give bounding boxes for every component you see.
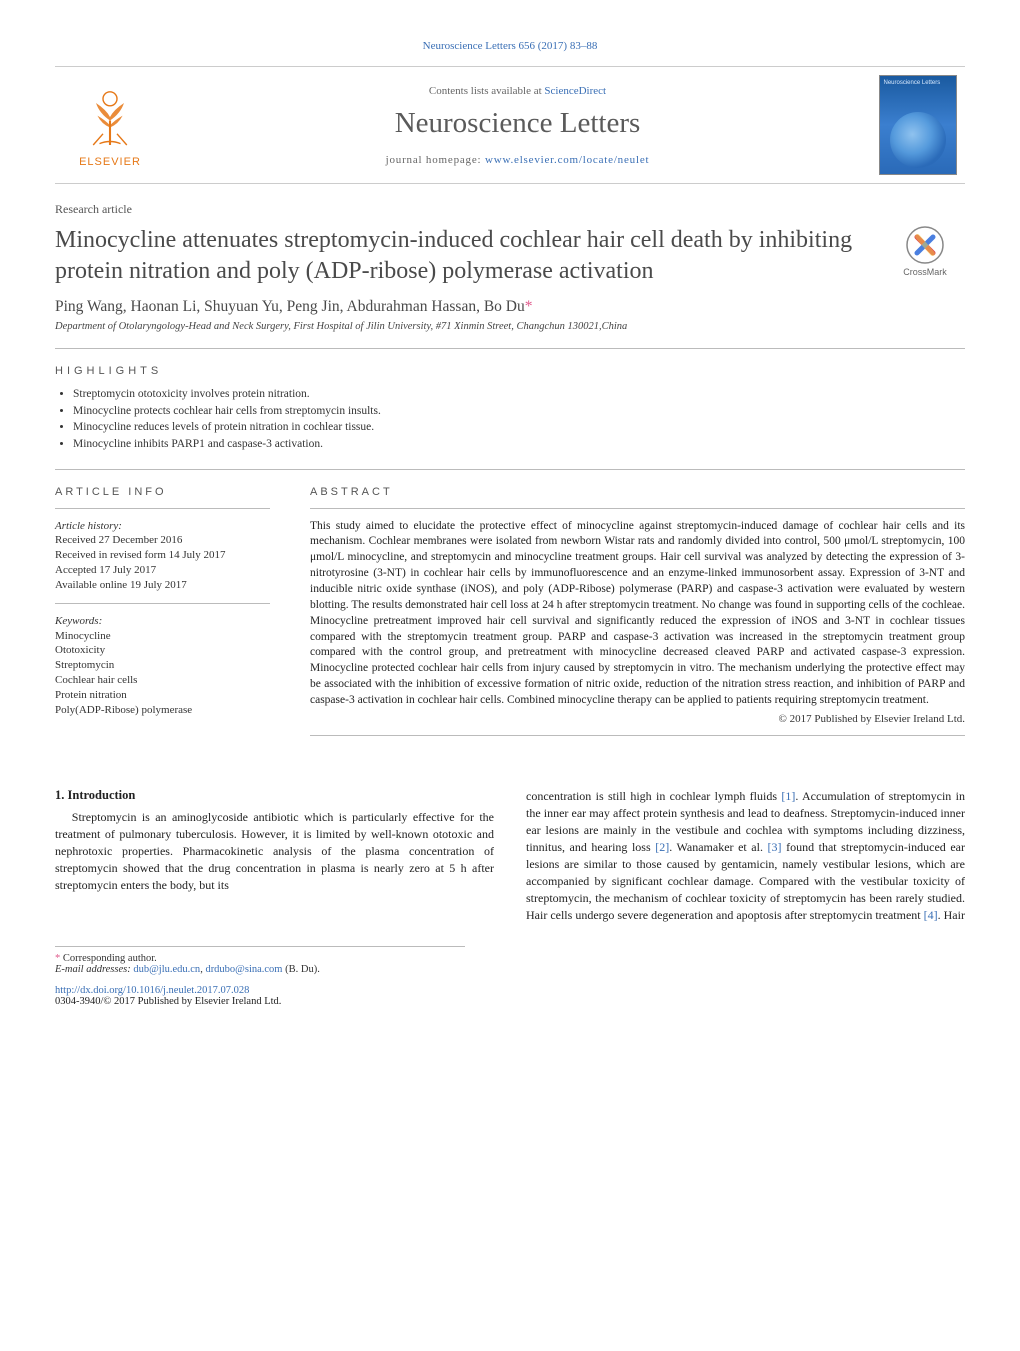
article-title: Minocycline attenuates streptomycin-indu… <box>55 225 867 286</box>
highlights-heading: highlights <box>55 365 965 377</box>
cover-thumb-art <box>890 112 946 168</box>
highlight-item: Minocycline reduces levels of protein ni… <box>73 420 965 436</box>
keyword: Poly(ADP-Ribose) polymerase <box>55 704 192 716</box>
sciencedirect-link[interactable]: ScienceDirect <box>544 85 606 97</box>
email-label: E-mail addresses: <box>55 964 131 975</box>
highlights-list: Streptomycin ototoxicity involves protei… <box>55 387 965 452</box>
history-revised: Received in revised form 14 July 2017 <box>55 549 225 561</box>
highlights-section: highlights Streptomycin ototoxicity invo… <box>55 365 965 452</box>
history-online: Available online 19 July 2017 <box>55 579 187 591</box>
article-info-column: article info Article history: Received 2… <box>55 486 270 746</box>
keywords-block: Keywords: Minocycline Ototoxicity Strept… <box>55 614 270 718</box>
history-accepted: Accepted 17 July 2017 <box>55 564 156 576</box>
article-info-heading: article info <box>55 486 270 498</box>
divider <box>55 469 965 470</box>
journal-homepage-line: journal homepage: www.elsevier.com/locat… <box>386 154 650 166</box>
affiliation: Department of Otolaryngology-Head and Ne… <box>55 321 965 332</box>
corresponding-author-marker: * <box>525 298 533 315</box>
divider <box>55 508 270 509</box>
masthead-center: Contents lists available at ScienceDirec… <box>165 67 870 183</box>
authors-text: Ping Wang, Haonan Li, Shuyuan Yu, Peng J… <box>55 298 525 315</box>
article-body: 1. Introduction Streptomycin is an amino… <box>55 788 965 924</box>
highlight-item: Streptomycin ototoxicity involves protei… <box>73 387 965 403</box>
abstract-heading: abstract <box>310 486 965 498</box>
journal-homepage-link[interactable]: www.elsevier.com/locate/neulet <box>485 154 649 166</box>
intro-text: . Hair <box>938 908 965 922</box>
publisher-block: ELSEVIER <box>55 67 165 183</box>
citation-link[interactable]: [4] <box>924 908 938 922</box>
citation-link[interactable]: [2] <box>655 840 669 854</box>
email-link[interactable]: drdubo@sina.com <box>205 964 282 975</box>
crossmark-label: CrossMark <box>903 267 947 277</box>
intro-paragraph-cont: concentration is still high in cochlear … <box>526 788 965 924</box>
keywords-label: Keywords: <box>55 615 102 627</box>
keyword: Cochlear hair cells <box>55 674 137 686</box>
highlight-item: Minocycline inhibits PARP1 and caspase-3… <box>73 437 965 453</box>
intro-paragraph: Streptomycin is an aminoglycoside antibi… <box>55 809 494 894</box>
crossmark-badge[interactable]: CrossMark <box>885 225 965 277</box>
abstract-copyright: © 2017 Published by Elsevier Ireland Ltd… <box>310 713 965 725</box>
divider <box>55 603 270 604</box>
cover-thumb-label: Neuroscience Letters <box>884 80 952 86</box>
running-head: Neuroscience Letters 656 (2017) 83–88 <box>55 40 965 52</box>
homepage-prefix: journal homepage: <box>386 154 485 166</box>
footnotes: * Corresponding author. E-mail addresses… <box>55 946 465 975</box>
highlight-item: Minocycline protects cochlear hair cells… <box>73 404 965 420</box>
keyword: Streptomycin <box>55 659 114 671</box>
journal-cover-thumbnail: Neuroscience Letters <box>879 75 957 175</box>
history-received: Received 27 December 2016 <box>55 534 182 546</box>
contents-lists-line: Contents lists available at ScienceDirec… <box>429 85 606 97</box>
email-person: (B. Du). <box>282 964 319 975</box>
citation-link[interactable]: [3] <box>768 840 782 854</box>
divider <box>55 762 965 772</box>
email-link[interactable]: dub@jlu.edu.cn <box>133 964 200 975</box>
cover-thumb-wrap: Neuroscience Letters <box>870 67 965 183</box>
abstract-text: This study aimed to elucidate the protec… <box>310 519 965 709</box>
keyword: Minocycline <box>55 630 111 642</box>
divider <box>55 348 965 349</box>
keyword: Protein nitration <box>55 689 127 701</box>
doi-block: http://dx.doi.org/10.1016/j.neulet.2017.… <box>55 985 965 1007</box>
journal-masthead: ELSEVIER Contents lists available at Sci… <box>55 66 965 184</box>
crossmark-icon <box>905 225 945 265</box>
author-list: Ping Wang, Haonan Li, Shuyuan Yu, Peng J… <box>55 298 965 316</box>
publisher-name: ELSEVIER <box>79 156 141 168</box>
intro-text: . Wanamaker et al. <box>669 840 767 854</box>
article-history: Article history: Received 27 December 20… <box>55 519 270 593</box>
doi-link[interactable]: http://dx.doi.org/10.1016/j.neulet.2017.… <box>55 985 249 996</box>
issn-copyright: 0304-3940/© 2017 Published by Elsevier I… <box>55 996 281 1007</box>
corresponding-author-note: * Corresponding author. <box>55 953 465 964</box>
journal-title: Neuroscience Letters <box>395 107 641 140</box>
keyword: Ototoxicity <box>55 644 105 656</box>
article-history-label: Article history: <box>55 520 122 532</box>
citation-link[interactable]: [1] <box>781 789 795 803</box>
email-line: E-mail addresses: dub@jlu.edu.cn, drdubo… <box>55 964 465 975</box>
divider <box>310 508 965 509</box>
contents-prefix: Contents lists available at <box>429 85 544 97</box>
intro-text: concentration is still high in cochlear … <box>526 789 781 803</box>
elsevier-tree-icon <box>75 82 145 152</box>
corresponding-author-marker: * <box>55 953 60 964</box>
article-type: Research article <box>55 202 965 217</box>
corr-label: Corresponding author. <box>63 953 157 964</box>
divider <box>310 735 965 736</box>
abstract-column: abstract This study aimed to elucidate t… <box>310 486 965 746</box>
introduction-heading: 1. Introduction <box>55 788 494 803</box>
